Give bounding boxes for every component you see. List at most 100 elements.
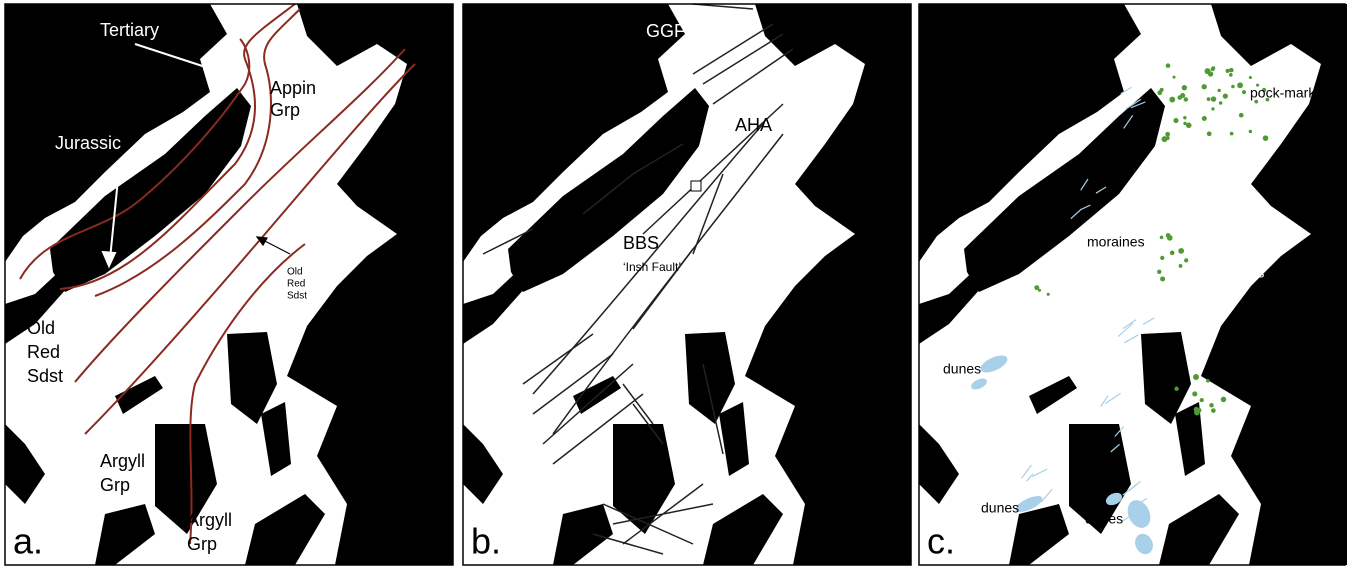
map-label: GGF [646,21,685,41]
map-label: dunes [943,361,981,377]
pock-mark [1047,293,1050,296]
pock-mark [1211,67,1215,71]
pock-mark [1229,73,1233,77]
moraine [1022,465,1032,478]
dune [970,377,988,391]
pock-mark [1180,93,1185,98]
pock-mark [1160,276,1165,281]
pock-mark [1223,94,1228,99]
pock-mark [1206,379,1210,383]
pock-mark [1217,89,1220,92]
map-label: moraines [1087,234,1145,250]
dune [1124,497,1154,531]
map-label: pock-marks [1250,85,1322,101]
pock-mark [1230,132,1234,136]
moraine [1105,393,1120,403]
map-label: Old [287,267,303,278]
dune [1133,532,1156,557]
pock-mark [1239,113,1244,118]
pock-mark [1166,136,1170,140]
map-label: Jurassic [55,133,121,153]
panel-a [5,4,453,565]
moraine [1101,395,1108,406]
pock-mark [1237,82,1243,88]
map-label: Argyll [100,451,145,471]
map-label: Appin [270,78,316,98]
moraine [1143,318,1154,325]
pock-mark [1178,248,1184,254]
pock-mark [1207,131,1212,136]
map-label: AHA [735,115,772,135]
moraine [1032,469,1047,476]
pock-mark [1249,76,1252,79]
pock-mark [1242,90,1246,94]
pock-mark [1200,398,1204,402]
moraine [1123,320,1136,329]
pock-mark [1211,107,1214,110]
pock-mark [1229,68,1233,72]
arrow-small [257,237,290,254]
pock-mark [1211,96,1217,102]
pock-mark [1157,90,1162,95]
dune [979,353,1009,376]
panel-b [463,4,911,565]
pock-mark [1174,387,1178,391]
pock-mark [1179,264,1183,268]
pock-mark [1219,101,1223,105]
pock-mark [1182,85,1187,90]
pock-mark [1034,285,1039,290]
map-label: Grp [100,475,130,495]
panel-letter: a. [13,521,43,562]
pock-mark [1222,399,1225,402]
map-label: moraines [1074,158,1132,174]
pock-mark [1184,258,1188,262]
pock-mark [1160,256,1164,260]
map-label: Sdst [287,291,307,302]
pock-mark [1211,408,1216,413]
moraine [1124,335,1138,343]
pock-mark [1183,116,1186,119]
pock-mark [1226,69,1230,73]
moraine [1118,323,1133,336]
pock-mark [1249,130,1252,133]
pock-mark [1169,97,1175,103]
map-label: pock-marks [1192,265,1264,281]
map-label: Red [27,342,60,362]
map-label: BBS [623,233,659,253]
map-label: Old [27,318,55,338]
map-label: Tertiary [100,20,159,40]
pock-mark [1160,236,1164,240]
pock-mark [1173,118,1178,123]
map-label: Red [287,279,305,290]
pock-mark [1166,63,1171,68]
pock-mark [1193,374,1199,380]
map-label: Argyll [187,510,232,530]
pock-mark [1207,97,1211,101]
map-label: Sdst [27,366,63,386]
moraine [1026,474,1033,482]
map-label: Grp [187,534,217,554]
pock-mark [1170,251,1175,256]
pock-mark [1165,132,1170,137]
moraine [1042,489,1052,502]
pock-mark [1263,135,1269,141]
pock-mark [1202,84,1207,89]
map-label: dunes [1085,511,1123,527]
pock-mark [1157,270,1161,274]
pock-mark [1184,97,1189,102]
pock-mark [1166,233,1171,238]
pock-mark [1192,391,1197,396]
marker [691,181,701,191]
panel-letter: b. [471,521,501,562]
pock-mark [1186,123,1192,129]
pock-mark [1209,403,1214,408]
panel-letter: c. [927,521,955,562]
figure: a.TertiaryJurassicAppinGrpOldRedSdstOldR… [0,0,1347,567]
map-label: Grp [270,100,300,120]
map-label: ‘Insh Fault’ [623,260,681,274]
map-label: dunes [981,500,1019,516]
pock-mark [1202,116,1207,121]
pock-mark [1194,407,1199,412]
pock-mark [1208,71,1213,76]
pock-mark [1231,85,1235,89]
